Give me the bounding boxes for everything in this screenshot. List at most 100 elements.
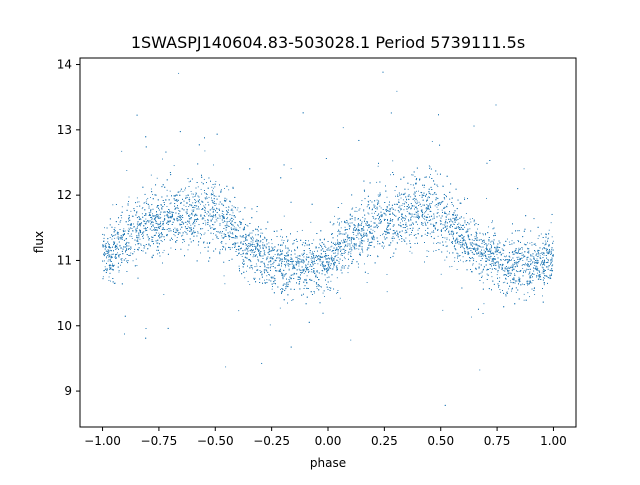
data-point	[472, 263, 474, 265]
data-point	[262, 245, 264, 247]
data-point	[530, 277, 532, 279]
data-point	[361, 228, 363, 230]
data-point	[385, 209, 387, 211]
data-point	[190, 191, 192, 192]
data-point	[408, 194, 410, 195]
data-point	[404, 201, 406, 203]
data-point	[249, 250, 251, 252]
data-point	[224, 188, 225, 189]
data-point	[329, 249, 331, 250]
data-point	[343, 238, 345, 240]
data-point	[346, 246, 348, 247]
data-point	[136, 211, 138, 213]
data-point	[523, 293, 525, 295]
data-point	[155, 215, 157, 217]
data-point	[261, 255, 263, 257]
data-point	[203, 178, 205, 180]
data-point	[377, 194, 379, 196]
data-point	[420, 209, 422, 211]
data-point	[353, 232, 355, 234]
data-point	[355, 206, 357, 208]
data-point	[374, 212, 375, 214]
data-point	[313, 259, 315, 261]
data-point	[541, 272, 543, 274]
data-point	[341, 202, 343, 204]
data-point	[196, 193, 197, 195]
data-point	[141, 233, 143, 235]
data-point	[530, 275, 532, 276]
data-point	[291, 300, 293, 302]
data-point	[378, 213, 380, 215]
data-point	[211, 227, 213, 229]
data-point	[421, 210, 422, 212]
data-point	[372, 236, 374, 238]
data-point	[488, 226, 490, 228]
data-point	[393, 224, 395, 226]
data-point	[127, 229, 129, 231]
data-point	[342, 259, 344, 261]
data-point	[493, 262, 495, 264]
data-point	[539, 276, 541, 277]
data-point	[419, 179, 421, 181]
data-point	[407, 188, 409, 190]
data-point	[238, 265, 240, 267]
data-point	[316, 286, 318, 288]
data-point	[285, 285, 287, 287]
data-point	[382, 234, 384, 236]
data-point	[386, 273, 388, 275]
data-point	[369, 225, 371, 227]
data-point	[313, 281, 315, 283]
data-point	[499, 277, 501, 279]
data-point	[408, 212, 410, 214]
data-point	[402, 199, 404, 201]
data-point	[523, 243, 525, 245]
data-point	[290, 168, 292, 170]
data-point	[175, 229, 177, 231]
data-point	[262, 244, 264, 246]
data-point	[512, 268, 514, 270]
data-point	[310, 271, 312, 273]
data-point	[541, 261, 543, 263]
data-point	[183, 240, 185, 242]
data-point	[279, 307, 281, 309]
data-point	[536, 258, 538, 260]
data-point	[188, 206, 190, 207]
data-point	[141, 208, 143, 210]
data-point	[511, 265, 513, 267]
data-point	[549, 269, 551, 271]
data-point	[456, 232, 458, 234]
data-point	[366, 222, 368, 224]
data-point	[458, 261, 459, 262]
data-point	[447, 203, 448, 205]
data-point	[415, 183, 417, 185]
data-point	[138, 242, 140, 244]
data-point	[201, 193, 203, 195]
data-point	[201, 200, 203, 202]
data-point	[502, 265, 503, 267]
data-point	[232, 232, 233, 234]
data-point	[428, 165, 430, 167]
data-point	[167, 228, 169, 230]
data-point	[326, 272, 328, 274]
data-point	[279, 254, 281, 256]
data-point	[411, 174, 413, 176]
data-point	[501, 266, 503, 268]
data-point	[444, 207, 445, 209]
data-point	[253, 237, 254, 239]
data-point	[349, 225, 351, 227]
data-point	[510, 272, 512, 274]
data-point	[531, 255, 533, 257]
data-point	[423, 217, 425, 219]
data-point	[336, 265, 338, 267]
data-point	[377, 165, 379, 167]
data-point	[527, 251, 529, 253]
data-point	[366, 206, 368, 208]
data-point	[268, 242, 270, 244]
data-point	[228, 206, 230, 208]
data-point	[508, 241, 510, 243]
data-point	[180, 190, 182, 192]
data-point	[215, 181, 217, 183]
data-point	[302, 261, 304, 263]
data-point	[424, 221, 426, 223]
